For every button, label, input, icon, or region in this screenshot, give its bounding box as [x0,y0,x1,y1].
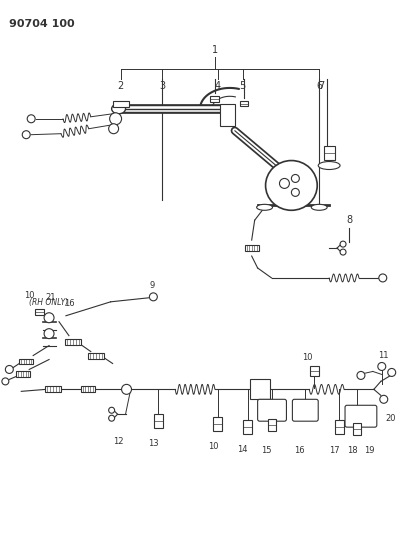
Text: 20: 20 [386,414,396,423]
Text: 16: 16 [64,299,74,308]
Circle shape [2,378,9,385]
Ellipse shape [318,161,340,169]
Circle shape [291,188,299,196]
Circle shape [380,395,388,403]
Text: (RH ONLY): (RH ONLY) [29,298,69,307]
Text: 15: 15 [261,446,272,455]
Circle shape [149,293,157,301]
Circle shape [109,124,119,134]
Text: 6: 6 [316,81,322,91]
FancyBboxPatch shape [293,399,318,421]
Circle shape [378,362,386,370]
Text: 2: 2 [118,81,124,91]
FancyBboxPatch shape [257,399,286,421]
Text: 16: 16 [294,446,305,455]
Bar [16,372,30,377]
Text: 3: 3 [159,81,165,91]
Bar [324,146,335,159]
Text: 21: 21 [46,293,56,302]
Circle shape [340,249,346,255]
FancyBboxPatch shape [345,405,377,427]
Bar [113,101,129,107]
Bar [240,101,248,107]
Text: 11: 11 [379,351,389,360]
Bar [65,338,81,345]
Bar [213,417,222,431]
Circle shape [291,174,299,182]
Bar [353,423,361,435]
Bar [211,96,220,102]
Bar [154,414,163,428]
Text: 5: 5 [239,81,246,91]
Circle shape [44,313,54,322]
Text: 19: 19 [364,446,374,455]
Circle shape [340,241,346,247]
Ellipse shape [257,204,273,211]
Ellipse shape [112,104,126,114]
Bar [88,352,104,359]
Circle shape [357,372,365,379]
Circle shape [279,179,289,188]
Text: 17: 17 [329,446,339,455]
Bar [268,419,275,431]
Bar [81,386,95,392]
Text: 90704 100: 90704 100 [9,19,75,29]
Bar [250,379,270,399]
Ellipse shape [266,160,317,211]
Circle shape [388,368,396,376]
Bar [310,367,319,376]
Text: 12: 12 [113,437,124,446]
Text: 13: 13 [148,439,159,448]
Circle shape [122,384,131,394]
Circle shape [27,115,35,123]
Text: 10: 10 [208,442,218,451]
Circle shape [109,407,115,413]
Text: 18: 18 [347,446,357,455]
Circle shape [5,366,13,374]
Bar [45,386,61,392]
Circle shape [110,113,122,125]
Text: 14: 14 [237,445,248,454]
Text: 1: 1 [212,45,218,55]
Circle shape [44,329,54,338]
Text: 10: 10 [24,291,34,300]
Text: 7: 7 [318,81,324,91]
Circle shape [22,131,30,139]
Circle shape [379,274,387,282]
Text: 8: 8 [346,215,352,225]
Text: 9: 9 [150,281,155,290]
Text: 10: 10 [302,352,313,361]
Bar [220,104,235,126]
Bar [35,309,44,315]
Circle shape [109,415,115,421]
Ellipse shape [311,204,327,211]
Bar [19,359,33,365]
Bar [245,245,259,251]
Bar [243,420,252,434]
Bar [335,420,344,434]
Text: 4: 4 [215,81,221,91]
